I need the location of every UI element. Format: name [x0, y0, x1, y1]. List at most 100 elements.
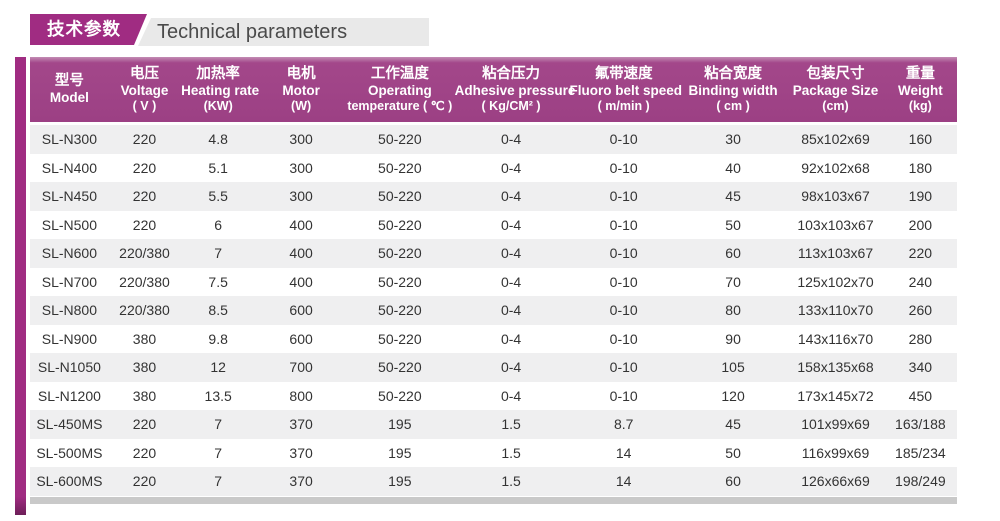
cell-fluoro-belt-speed: 0-10 [609, 159, 638, 176]
table-row-sl-n300: SL-N300 220 4.8 300 50-220 0-4 0-10 30 85x102x69… [30, 123, 957, 154]
cell-model: SL-N900 [41, 330, 98, 347]
cell-heating-rate: 9.8 [208, 330, 228, 347]
table-row-sl-n450: SL-N450 220 5.5 300 50-220 0-4 0-10 45 98x103x67… [30, 182, 957, 211]
cell-package-size: 103x103x67 [797, 216, 874, 233]
cell-voltage: 220 [132, 416, 157, 433]
cell-voltage: 380 [132, 387, 157, 404]
cell-voltage: 220 [132, 473, 157, 490]
cell-operating: 50-220 [378, 387, 422, 404]
cell-model: SL-600MS [36, 473, 103, 490]
header-label-zh: 型号 [54, 73, 84, 89]
header-unit: (kg) [908, 98, 932, 113]
cell-model: SL-N1050 [37, 359, 101, 376]
cell-voltage: 220/380 [119, 302, 170, 319]
cell-heating-rate: 5.5 [208, 188, 228, 205]
cell-voltage: 220 [132, 159, 157, 176]
cell-weight: 200 [908, 216, 933, 233]
cell-heating-rate: 7 [214, 245, 223, 262]
header-unit: ( Kg/CM² ) [481, 98, 541, 113]
header-label-en: Package Size [792, 82, 879, 98]
cell-weight: 198/249 [895, 473, 946, 490]
header-unit: temperature ( ℃ ) [347, 98, 453, 113]
cell-package-size: 126x66x69 [801, 473, 870, 490]
cell-binding-width: 105 [721, 359, 745, 376]
cell-adhesive-pressure: 1.5 [501, 473, 521, 490]
cell-heating-rate: 4.8 [208, 131, 228, 148]
cell-fluoro-belt-speed: 0-10 [609, 188, 638, 205]
header-label-en: Model [49, 90, 89, 105]
cell-binding-width: 60 [725, 473, 741, 490]
section-title-zh: 技术参数 [47, 19, 121, 39]
cell-package-size: 116x99x69 [801, 444, 870, 461]
column-header-operating: 工作温度 Operating temperature ( ℃ ) [346, 57, 454, 125]
cell-adhesive-pressure: 0-4 [500, 216, 522, 233]
cell-adhesive-pressure: 0-4 [500, 131, 522, 148]
cell-operating: 195 [388, 416, 412, 433]
header-label-zh: 加热率 [196, 65, 240, 82]
cell-motor: 400 [289, 245, 313, 262]
table-row-sl-n800: SL-N800 220/380 8.5 600 50-220 0-4 0-10 80 133x1… [30, 296, 957, 325]
table-row-sl-600ms: SL-600MS 220 7 370 195 1.5 14 60 126x66x69 198/24… [30, 467, 957, 496]
header-label-zh: 重量 [905, 65, 935, 82]
cell-weight: 280 [908, 330, 933, 347]
cell-binding-width: 80 [725, 302, 741, 319]
cell-fluoro-belt-speed: 14 [615, 444, 632, 461]
cell-binding-width: 40 [725, 159, 741, 176]
table-row-sl-n600: SL-N600 220/380 7 400 50-220 0-4 0-10 60 113x103… [30, 239, 957, 268]
cell-package-size: 158x135x68 [797, 359, 874, 376]
cell-fluoro-belt-speed: 14 [615, 473, 632, 490]
cell-model: SL-450MS [36, 416, 103, 433]
header-label-en: Voltage [120, 82, 169, 98]
cell-heating-rate: 6 [214, 216, 223, 233]
cell-fluoro-belt-speed: 0-10 [609, 131, 638, 148]
cell-motor: 370 [289, 444, 313, 461]
table-row-sl-n900: SL-N900 380 9.8 600 50-220 0-4 0-10 90 143x116x7… [30, 324, 957, 353]
column-header-package-size: 包装尺寸 Package Size (cm) [787, 57, 884, 125]
cell-operating: 50-220 [378, 216, 422, 233]
cell-operating: 50-220 [378, 330, 422, 347]
spec-table-header: 型号 Model 电压 Voltage( V ) 加热率 Heating rate (KW)… [30, 57, 957, 125]
cell-voltage: 220 [132, 216, 157, 233]
table-row-sl-n1200: SL-N1200 380 13.5 800 50-220 0-4 0-10 120 173x14… [30, 381, 957, 410]
table-row-sl-n700: SL-N700 220/380 7.5 400 50-220 0-4 0-10 70 125x1… [30, 267, 957, 296]
cell-weight: 240 [908, 273, 933, 290]
cell-heating-rate: 8.5 [208, 302, 228, 319]
cell-binding-width: 120 [721, 387, 745, 404]
cell-adhesive-pressure: 1.5 [501, 444, 521, 461]
cell-adhesive-pressure: 0-4 [500, 387, 522, 404]
cell-adhesive-pressure: 0-4 [500, 273, 522, 290]
cell-operating: 50-220 [378, 273, 422, 290]
cell-fluoro-belt-speed: 0-10 [609, 387, 638, 404]
accent-bar [15, 57, 26, 515]
cell-voltage: 380 [132, 359, 157, 376]
cell-weight: 180 [908, 159, 933, 176]
section-title-strip: Technical parameters [138, 18, 429, 46]
cell-package-size: 98x103x67 [801, 188, 870, 205]
column-header-heating-rate: 加热率 Heating rate (KW) [180, 57, 259, 125]
cell-fluoro-belt-speed: 8.7 [613, 416, 634, 433]
cell-model: SL-500MS [36, 444, 103, 461]
header-label-zh: 工作温度 [370, 65, 429, 82]
cell-adhesive-pressure: 0-4 [500, 159, 522, 176]
cell-model: SL-N400 [41, 159, 98, 176]
cell-operating: 50-220 [378, 188, 422, 205]
cell-motor: 300 [289, 188, 313, 205]
cell-binding-width: 30 [725, 131, 741, 148]
cell-voltage: 220/380 [119, 245, 170, 262]
cell-motor: 600 [289, 302, 313, 319]
cell-package-size: 85x102x69 [801, 131, 870, 148]
cell-operating: 50-220 [378, 245, 422, 262]
header-unit: (cm) [822, 98, 849, 113]
table-row-sl-n500: SL-N500 220 6 400 50-220 0-4 0-10 50 103x103x67 2… [30, 210, 957, 239]
cell-voltage: 220 [132, 444, 157, 461]
header-label-en: Fluoro belt speed [569, 82, 683, 98]
cell-package-size: 113x103x67 [797, 245, 874, 262]
header-label-zh: 包装尺寸 [806, 65, 865, 82]
header-label-zh: 粘合宽度 [704, 65, 763, 82]
cell-adhesive-pressure: 0-4 [500, 302, 522, 319]
cell-voltage: 380 [132, 330, 157, 347]
spec-table: 型号 Model 电压 Voltage( V ) 加热率 Heating rate (KW)… [30, 57, 957, 496]
cell-weight: 220 [908, 245, 933, 262]
header-label-en: Adhesive pressure [454, 82, 576, 98]
cell-motor: 300 [289, 131, 313, 148]
